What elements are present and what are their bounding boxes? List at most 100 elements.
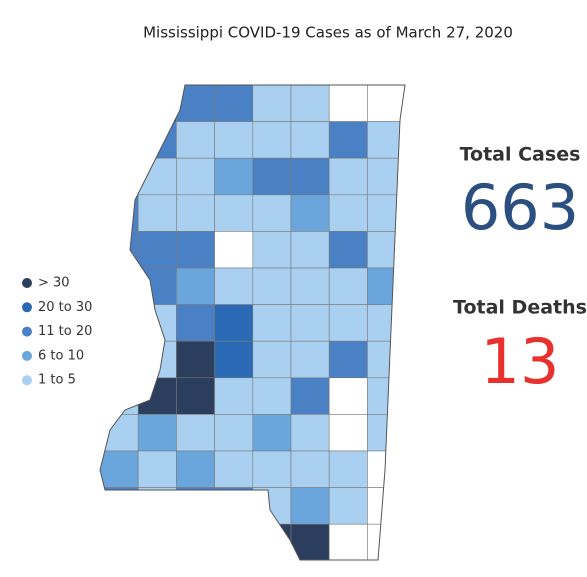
- county: [290, 121, 330, 159]
- county: [176, 340, 215, 379]
- county: [137, 377, 177, 415]
- county: [100, 85, 139, 122]
- county: [176, 450, 215, 488]
- county: [290, 157, 330, 196]
- county: [252, 523, 292, 560]
- legend: > 30 20 to 30 11 to 20 6 to 10 1 to 5: [22, 276, 92, 388]
- county: [252, 267, 292, 305]
- county: [252, 377, 292, 415]
- county: [100, 487, 139, 525]
- county: [214, 450, 254, 488]
- county: [367, 157, 405, 196]
- county: [328, 340, 368, 379]
- county: [367, 340, 405, 379]
- county: [328, 267, 368, 305]
- county: [176, 121, 215, 159]
- county: [290, 85, 330, 122]
- county: [252, 487, 292, 525]
- county: [137, 267, 177, 305]
- county: [328, 487, 368, 525]
- county: [367, 304, 405, 342]
- stat-value: 663: [461, 171, 579, 244]
- county: [137, 231, 177, 269]
- legend-swatch: [22, 375, 32, 386]
- county: [137, 85, 177, 122]
- county: [252, 194, 292, 232]
- county: [328, 121, 368, 159]
- county: [137, 523, 177, 560]
- county: [290, 340, 330, 379]
- county: [176, 85, 215, 122]
- county: [176, 231, 215, 269]
- county: [367, 267, 405, 305]
- county: [214, 304, 254, 342]
- county: [100, 121, 139, 159]
- county: [137, 304, 177, 342]
- county: [214, 194, 254, 232]
- county: [100, 157, 139, 196]
- legend-swatch: [22, 278, 32, 288]
- legend-swatch: [22, 326, 32, 337]
- county: [290, 414, 330, 452]
- county: [290, 377, 330, 415]
- county: [367, 231, 405, 269]
- county: [252, 231, 292, 269]
- county: [176, 487, 215, 525]
- county: [100, 267, 139, 305]
- county: [214, 267, 254, 305]
- county: [176, 194, 215, 232]
- county: [137, 194, 177, 232]
- county: [100, 523, 139, 560]
- county: [367, 523, 405, 560]
- county: [252, 414, 292, 452]
- county: [328, 194, 368, 232]
- legend-label: 20 to 30: [38, 300, 92, 315]
- county: [214, 523, 254, 560]
- county: [290, 267, 330, 305]
- county: [328, 304, 368, 342]
- county: [328, 85, 368, 122]
- county: [290, 304, 330, 342]
- county: [214, 121, 254, 159]
- county: [328, 450, 368, 488]
- county: [367, 194, 405, 232]
- state-outline: [99, 84, 406, 561]
- county: [252, 85, 292, 122]
- county: [214, 340, 254, 379]
- county: [252, 121, 292, 159]
- county: [100, 377, 139, 415]
- county: [137, 487, 177, 525]
- county: [328, 157, 368, 196]
- stat-label: Total Deaths: [453, 297, 587, 319]
- county: [176, 304, 215, 342]
- county: [100, 340, 139, 379]
- county: [176, 267, 215, 305]
- county: [290, 450, 330, 488]
- county: [100, 450, 139, 488]
- county: [100, 231, 139, 269]
- county: [328, 231, 368, 269]
- stat-label: Total Cases: [460, 144, 581, 166]
- county: [214, 414, 254, 452]
- county: [252, 340, 292, 379]
- county: [176, 157, 215, 196]
- county: [137, 414, 177, 452]
- legend-label: 6 to 10: [38, 348, 84, 363]
- map-title: Mississippi COVID-19 Cases as of March 2…: [143, 24, 513, 42]
- county: [252, 304, 292, 342]
- county: [214, 377, 254, 415]
- county: [176, 523, 215, 560]
- county: [137, 157, 177, 196]
- county: [176, 377, 215, 415]
- county: [252, 157, 292, 196]
- county: [367, 377, 405, 415]
- county: [137, 340, 177, 379]
- county: [290, 487, 330, 525]
- legend-swatch: [22, 350, 32, 361]
- county: [290, 231, 330, 269]
- county: [328, 414, 368, 452]
- county: [100, 304, 139, 342]
- county: [214, 85, 254, 122]
- county: [367, 487, 405, 525]
